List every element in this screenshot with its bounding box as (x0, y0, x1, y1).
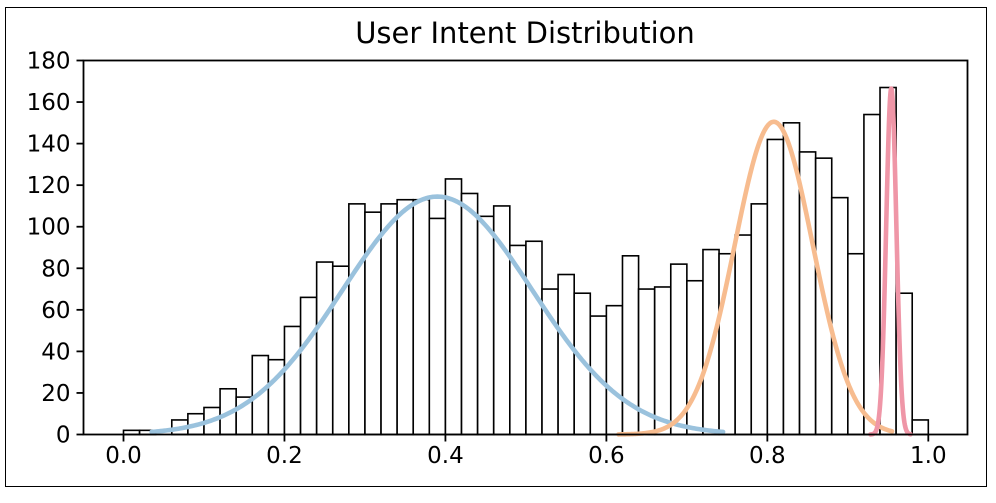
x-tick-label: 0.4 (427, 443, 464, 469)
histogram-bar (653, 286, 672, 436)
y-tick-label: 80 (41, 256, 70, 282)
y-tick-label: 40 (41, 339, 70, 365)
histogram-bar (299, 296, 318, 436)
histogram-bar (557, 273, 575, 436)
histogram-bar (460, 192, 479, 436)
y-tick-label: 100 (27, 215, 71, 241)
histogram-bar (444, 178, 463, 436)
y-tick-label: 160 (27, 90, 71, 116)
histogram-bar (605, 304, 624, 436)
histogram-bar (830, 196, 849, 436)
histogram-bar (750, 203, 769, 436)
histogram-bar (283, 325, 302, 436)
histogram-bar (734, 234, 753, 436)
histogram-bar (315, 261, 334, 436)
histogram-bar (863, 113, 881, 436)
plot-title: User Intent Distribution (355, 16, 695, 50)
y-tick-label: 140 (27, 132, 71, 158)
x-tick-label: 1.0 (910, 443, 947, 469)
y-tick-label: 180 (27, 49, 71, 75)
histogram-bar (766, 138, 785, 436)
gaussian-component-2-curve (616, 119, 895, 437)
x-tick-label: 0.0 (105, 443, 142, 469)
y-tick-label: 0 (56, 423, 71, 449)
y-tick-label: 120 (27, 173, 71, 199)
gaussian-component-1-curve (149, 194, 726, 435)
x-tick-label: 0.2 (266, 443, 303, 469)
figure-border (5, 7, 987, 487)
x-tick-label: 0.6 (588, 443, 625, 469)
histogram-bar (396, 198, 415, 436)
histogram-bar (428, 217, 447, 436)
histogram-bar (380, 203, 398, 436)
histogram-bar (911, 419, 930, 436)
x-tick-label: 0.8 (749, 443, 786, 469)
histogram-bar (525, 240, 543, 436)
y-tick-label: 20 (41, 381, 70, 407)
histogram-bar (476, 215, 495, 436)
histogram-bar (686, 279, 704, 436)
axes-box (82, 59, 969, 436)
histogram-bar (412, 198, 431, 436)
gaussian-component-3-curve (868, 86, 913, 437)
y-tick-label: 60 (41, 298, 70, 324)
histogram-bar (348, 203, 366, 436)
